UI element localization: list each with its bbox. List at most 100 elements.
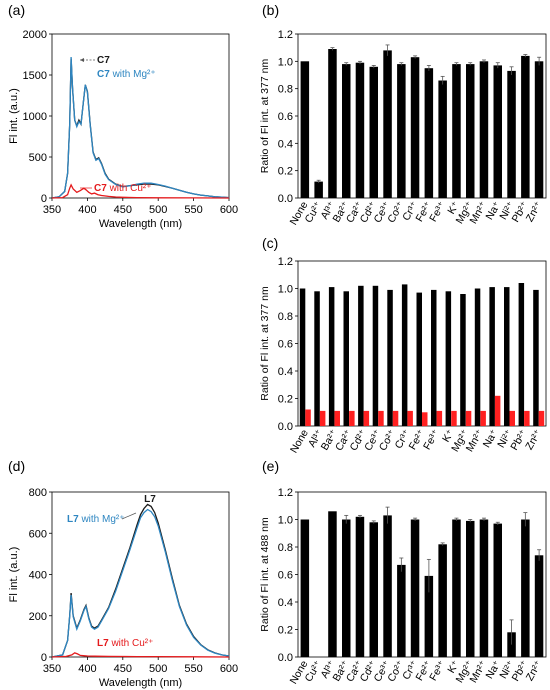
bar-2-s0 bbox=[328, 287, 335, 426]
y-tick-label: 1500 bbox=[23, 70, 47, 82]
bar-7-s0 bbox=[401, 284, 408, 426]
bar-4 bbox=[355, 516, 365, 658]
bar-13-s0 bbox=[489, 287, 495, 426]
bar-6-s0 bbox=[387, 289, 393, 426]
bar-16-s1 bbox=[538, 410, 545, 426]
bar-chart-c7-ratio: 0.0 0.2 0.4 0.6 0.8 1.0 1.2 Ratio of Fl int. at… bbox=[259, 29, 547, 227]
bar-12 bbox=[466, 64, 475, 198]
y-tick-label: 0.6 bbox=[278, 570, 293, 582]
bar-11 bbox=[452, 519, 461, 657]
y-tick-label: 600 bbox=[29, 528, 47, 540]
bar-4 bbox=[355, 62, 365, 199]
bar-2 bbox=[328, 49, 337, 198]
category-label-10: Fe³⁺ bbox=[427, 658, 448, 683]
y-tick-label: 1.2 bbox=[278, 256, 293, 268]
x-tick-label: 500 bbox=[149, 663, 167, 675]
y-tick-label: 400 bbox=[29, 570, 47, 582]
y-tick-label: 0.2 bbox=[278, 394, 293, 406]
x-tick-label: 600 bbox=[220, 663, 238, 675]
bar-16 bbox=[521, 519, 530, 657]
bar-13-s1 bbox=[494, 395, 501, 427]
panel-label-e: (e) bbox=[262, 458, 279, 474]
bar-9 bbox=[424, 68, 434, 198]
bar-0-s1 bbox=[305, 409, 311, 426]
bar-15 bbox=[507, 632, 516, 658]
x-tick-label: 550 bbox=[184, 663, 202, 675]
bar-chart-l7-ratio: 0.0 0.2 0.4 0.6 0.8 1.0 1.2 Ratio of Fl int. at… bbox=[259, 487, 547, 686]
category-label-16: Zn²⁺ bbox=[523, 427, 544, 452]
bar-12 bbox=[466, 520, 475, 657]
category-label-10: K⁺ bbox=[440, 427, 457, 444]
bar-7 bbox=[397, 64, 406, 198]
x-axis-label: Wavelength (nm) bbox=[99, 677, 182, 689]
bar-3-s1 bbox=[349, 410, 355, 426]
y-tick-label: 1.0 bbox=[278, 56, 293, 68]
y-tick-label: 0.6 bbox=[278, 111, 293, 123]
x-tick-label: 600 bbox=[220, 204, 238, 216]
series-line-2 bbox=[51, 652, 230, 658]
y-axis-label: Ratio of Fl int. at 377 nm bbox=[259, 286, 271, 401]
bar-6-s1 bbox=[392, 410, 399, 426]
y-tick-label: 800 bbox=[29, 487, 47, 499]
bar-10 bbox=[438, 544, 447, 658]
y-tick-label: 0 bbox=[41, 193, 47, 205]
bar-10-s0 bbox=[445, 291, 452, 427]
bar-17 bbox=[534, 61, 544, 198]
bar-2 bbox=[328, 511, 337, 658]
x-axis-label: Wavelength (nm) bbox=[99, 218, 182, 230]
series-line-1 bbox=[51, 508, 230, 658]
y-tick-label: 0.4 bbox=[278, 366, 293, 378]
bar-10 bbox=[438, 80, 447, 198]
category-label-9: Fe³⁺ bbox=[421, 427, 442, 452]
y-tick-label: 1.2 bbox=[278, 29, 293, 41]
bar-15-s1 bbox=[524, 410, 530, 426]
panel-label-c: (c) bbox=[262, 235, 278, 251]
y-tick-label: 0.8 bbox=[278, 311, 293, 323]
panel-label-d: (d) bbox=[8, 458, 25, 474]
x-tick-label: 350 bbox=[43, 204, 61, 216]
bar-4-s0 bbox=[358, 285, 364, 427]
y-tick-label: 1.0 bbox=[278, 284, 293, 296]
bar-8 bbox=[410, 519, 420, 657]
panel-label-a: (a) bbox=[8, 2, 25, 18]
annotation-arrow-mg bbox=[121, 512, 137, 520]
x-tick-label: 450 bbox=[114, 204, 132, 216]
y-tick-label: 1.0 bbox=[278, 515, 293, 527]
annotation-mg: C7 with Mg²⁺ bbox=[97, 69, 156, 80]
y-tick-label: 1.2 bbox=[278, 487, 293, 499]
bar-0-s0 bbox=[299, 288, 306, 426]
annotation-mg: L7 with Mg²⁺ bbox=[67, 514, 125, 525]
y-tick-label: 0.0 bbox=[278, 652, 293, 664]
bar-3 bbox=[342, 519, 351, 657]
bar-4-s1 bbox=[363, 410, 370, 426]
bar-6 bbox=[383, 515, 392, 657]
bar-3 bbox=[342, 64, 351, 198]
spectrum-chart-c7: 0 500 1000 1500 2000 350 400 450 500 550 600 Wavele… bbox=[8, 29, 238, 230]
bar-7 bbox=[397, 564, 406, 657]
bar-13 bbox=[479, 519, 489, 657]
bar-5-s0 bbox=[372, 285, 379, 427]
y-tick-label: 0.4 bbox=[278, 138, 293, 150]
bar-11 bbox=[452, 64, 461, 198]
bar-chart-c7-competition: 0.0 0.2 0.4 0.6 0.8 1.0 1.2 Ratio of Fl int. at… bbox=[259, 256, 547, 455]
spectrum-chart-l7: 0 200 400 600 800 350 400 450 500 550 600 Wavelengt… bbox=[8, 487, 238, 689]
y-axis-label: Fl int. (a.u.) bbox=[8, 88, 20, 144]
y-axis-label: Ratio of Fl int. at 488 nm bbox=[259, 517, 271, 632]
y-tick-label: 500 bbox=[29, 152, 47, 164]
y-tick-label: 0.8 bbox=[278, 84, 293, 96]
y-tick-label: 2000 bbox=[23, 29, 47, 41]
bar-16 bbox=[521, 55, 530, 199]
bar-3-s0 bbox=[343, 291, 349, 427]
x-tick-label: 400 bbox=[78, 663, 96, 675]
y-tick-label: 1000 bbox=[23, 111, 47, 123]
bar-11-s1 bbox=[465, 410, 472, 426]
bar-0 bbox=[300, 519, 310, 657]
bar-13 bbox=[479, 61, 489, 198]
bar-8-s0 bbox=[416, 292, 422, 426]
bar-1 bbox=[314, 181, 323, 198]
category-label-11: K⁺ bbox=[445, 658, 462, 675]
bar-5 bbox=[369, 522, 378, 658]
category-label-17: Zn²⁺ bbox=[524, 658, 545, 683]
y-tick-label: 0.4 bbox=[278, 597, 293, 609]
